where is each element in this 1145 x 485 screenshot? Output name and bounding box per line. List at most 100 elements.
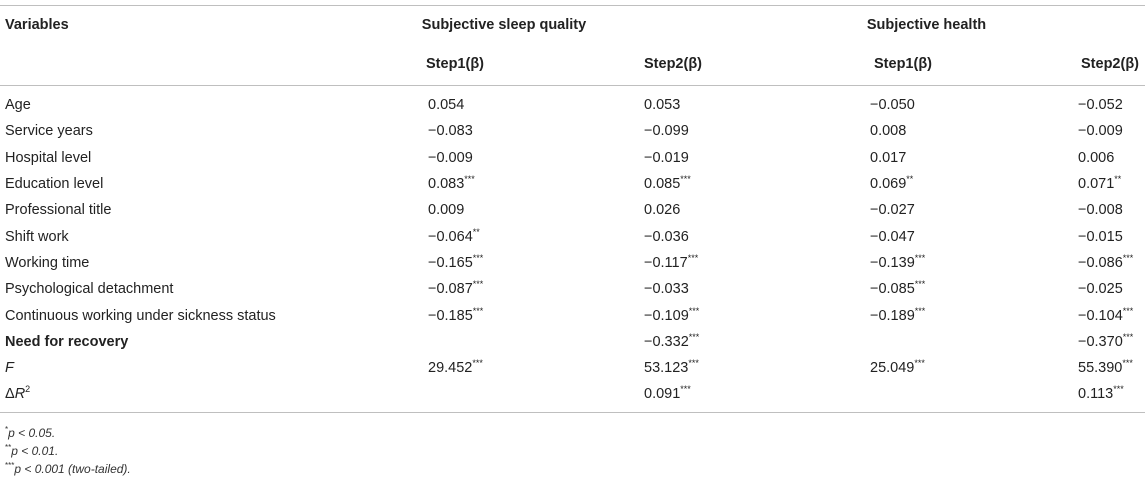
cell-value: −0.050 <box>870 97 915 114</box>
health-step2-cell: 0.113*** <box>938 381 1145 412</box>
significance-mark: *** <box>1122 358 1133 369</box>
cell-value: −0.019 <box>644 149 689 166</box>
row-label-text: Shift work <box>5 228 69 245</box>
sleep-step2-cell: −0.019 <box>490 145 708 171</box>
cell-value: 0.071 <box>1078 176 1115 193</box>
cell-value: −0.009 <box>1078 123 1123 140</box>
cell-value: 0.085 <box>644 176 681 193</box>
health-step2-cell: −0.008 <box>938 197 1145 223</box>
significance-mark: *** <box>1122 331 1134 342</box>
row-label-text: Hospital level <box>5 149 92 166</box>
health-step1-cell: −0.139*** <box>708 250 938 276</box>
significance-mark: *** <box>688 358 699 369</box>
cell-value: −0.064 <box>428 228 473 245</box>
row-label-text: F <box>5 360 14 377</box>
cell-value: 0.083 <box>428 176 465 193</box>
row-label: F <box>0 355 300 381</box>
significance-mark: ** <box>906 174 914 185</box>
cell-value: −0.033 <box>644 281 689 298</box>
significance-mark: *** <box>1122 305 1134 316</box>
health-step2-cell: −0.104*** <box>938 302 1145 328</box>
table-row: Shift work −0.064** −0.036 −0.047 −0.015 <box>0 223 1145 249</box>
health-step1-cell: 0.008 <box>708 118 938 144</box>
significance-mark: *** <box>680 384 691 395</box>
footnote: **p < 0.01. <box>5 442 131 460</box>
row-label-prefix: Δ <box>5 386 15 403</box>
table-row: Age 0.054 0.053 −0.050 −0.052 <box>0 86 1145 119</box>
row-label-superscript: 2 <box>25 384 31 395</box>
health-step1-cell: 0.017 <box>708 145 938 171</box>
variables-header: Variables <box>5 16 69 33</box>
sleep-step1-cell: 0.083*** <box>300 171 490 197</box>
row-label: Education level <box>0 171 300 197</box>
cell-value: −0.189 <box>870 307 915 324</box>
cell-value: 0.054 <box>428 97 465 114</box>
cell-value: −0.109 <box>644 307 689 324</box>
significance-mark: *** <box>914 279 926 290</box>
health-step2-cell: 0.071** <box>938 171 1145 197</box>
sleep-step1-cell: −0.087*** <box>300 276 490 302</box>
cell-value: 0.113 <box>1078 386 1114 403</box>
row-label: Need for recovery <box>0 329 300 355</box>
sleep-step2-cell: −0.099 <box>490 118 708 144</box>
table-row: Education level 0.083*** 0.085*** 0.069** 0.… <box>0 171 1145 197</box>
sleep-step1-cell: −0.009 <box>300 145 490 171</box>
significance-mark: *** <box>1113 384 1124 395</box>
row-label: Shift work <box>0 223 300 249</box>
significance-mark: *** <box>914 253 926 264</box>
cell-value: 55.390 <box>1078 360 1123 377</box>
cell-value: −0.185 <box>428 307 473 324</box>
row-label-text: Continuous working under sickness status <box>5 307 276 324</box>
sleep-step2-cell: 0.053 <box>490 86 708 119</box>
cell-value: −0.332 <box>644 333 689 350</box>
health-step2-cell: −0.009 <box>938 118 1145 144</box>
cell-value: 25.049 <box>870 360 915 377</box>
cell-value: −0.052 <box>1078 97 1123 114</box>
health-step1-cell: −0.189*** <box>708 302 938 328</box>
cell-value: 0.026 <box>644 202 681 219</box>
sleep-step2-cell: −0.109*** <box>490 302 708 328</box>
cell-value: −0.047 <box>870 228 915 245</box>
health-step1-cell: −0.047 <box>708 223 938 249</box>
footnote-mark: ** <box>5 443 12 452</box>
sleep-step2-cell: −0.332*** <box>490 329 708 355</box>
health-step1-cell: −0.027 <box>708 197 938 223</box>
cell-value: −0.370 <box>1078 333 1123 350</box>
sleep-step1-cell: −0.083 <box>300 118 490 144</box>
row-label-text: Education level <box>5 176 104 193</box>
row-label-text: Working time <box>5 254 90 271</box>
row-label-text: Professional title <box>5 202 112 219</box>
table-row: Need for recovery −0.332*** −0.370*** <box>0 329 1145 355</box>
significance-mark: *** <box>680 174 691 185</box>
row-label-text: Age <box>5 97 31 114</box>
sleep-step2-cell: −0.117*** <box>490 250 708 276</box>
cell-value: −0.117 <box>644 254 688 271</box>
sleep-step1-cell: 29.452*** <box>300 355 490 381</box>
cell-value: 0.091 <box>644 386 681 403</box>
cell-value: 0.069 <box>870 176 907 193</box>
cell-value: −0.083 <box>428 123 473 140</box>
table-body: Age 0.054 0.053 −0.050 −0.052 Service years −0… <box>0 86 1145 413</box>
sleep-step1-cell: −0.064** <box>300 223 490 249</box>
row-label: Working time <box>0 250 300 276</box>
sleep-step1-cell: 0.009 <box>300 197 490 223</box>
sleep-step2-cell: 0.026 <box>490 197 708 223</box>
regression-table: Variables Subjective sleep quality Subje… <box>0 5 1145 413</box>
cell-value: −0.009 <box>428 149 473 166</box>
significance-mark: ** <box>472 226 480 237</box>
significance-mark: *** <box>914 358 925 369</box>
sleep-quality-header: Subjective sleep quality <box>421 16 587 33</box>
cell-value: 0.006 <box>1078 149 1115 166</box>
sleep-step2-cell: −0.036 <box>490 223 708 249</box>
table-row: F 29.452*** 53.123*** 25.049*** 55.390*** <box>0 355 1145 381</box>
sleep-step1-cell: −0.165*** <box>300 250 490 276</box>
footnote: ***p < 0.001 (two-tailed). <box>5 460 131 478</box>
sleep-step2-cell: 0.091*** <box>490 381 708 412</box>
sleep-step1-cell <box>300 329 490 355</box>
cell-value: −0.025 <box>1078 281 1123 298</box>
sleep-step2-header: Step2(β) <box>644 56 702 72</box>
health-step2-cell: 0.006 <box>938 145 1145 171</box>
table-footnotes: *p < 0.05. **p < 0.01. ***p < 0.001 (two-t… <box>5 424 131 478</box>
health-step1-cell: 0.069** <box>708 171 938 197</box>
